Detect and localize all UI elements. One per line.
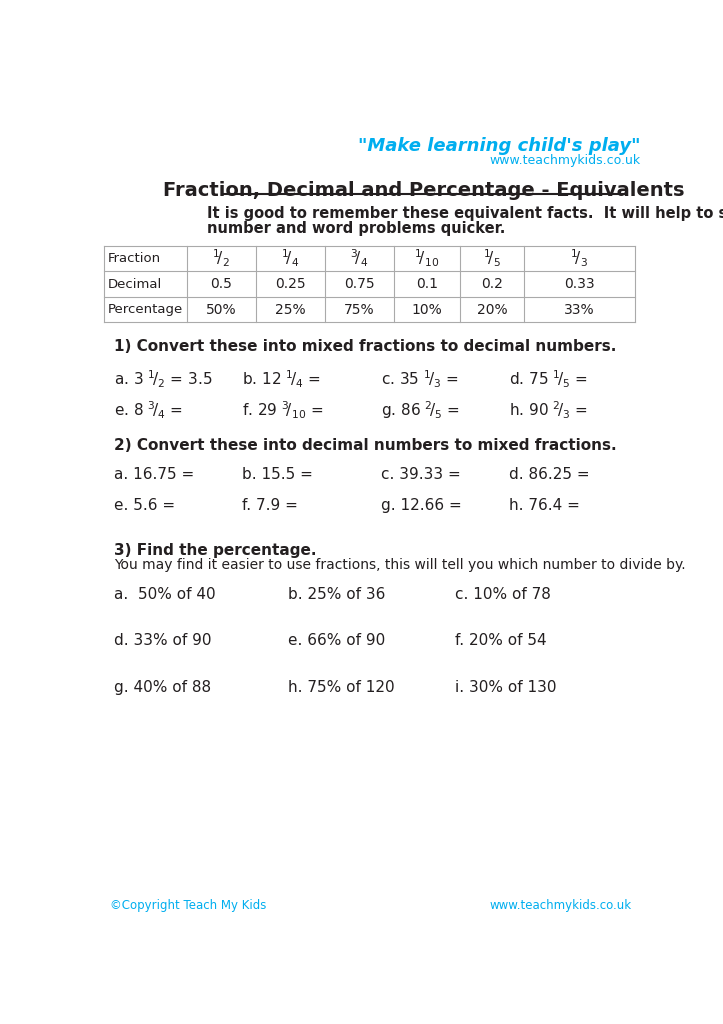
Text: Decimal: Decimal (108, 278, 163, 291)
Text: g. 12.66 =: g. 12.66 = (381, 498, 462, 513)
Text: 50%: 50% (206, 303, 236, 316)
Text: d. 33% of 90: d. 33% of 90 (114, 634, 211, 648)
Text: 33%: 33% (564, 303, 595, 316)
Text: c. 39.33 =: c. 39.33 = (381, 467, 461, 482)
Text: 0.1: 0.1 (416, 278, 438, 291)
Text: number and word problems quicker.: number and word problems quicker. (207, 221, 505, 237)
Text: 1) Convert these into mixed fractions to decimal numbers.: 1) Convert these into mixed fractions to… (114, 339, 616, 354)
Text: $^1\!/_2$: $^1\!/_2$ (212, 248, 230, 269)
Text: e. 8 $^3\!/_4$ =: e. 8 $^3\!/_4$ = (114, 399, 183, 421)
Text: 0.2: 0.2 (481, 278, 502, 291)
Text: 10%: 10% (411, 303, 442, 316)
Text: h. 76.4 =: h. 76.4 = (509, 498, 580, 513)
Text: 20%: 20% (476, 303, 507, 316)
Text: f. 29 $^3\!/_{10}$ =: f. 29 $^3\!/_{10}$ = (241, 399, 322, 421)
Text: Fraction, Decimal and Percentage - Equivalents: Fraction, Decimal and Percentage - Equiv… (163, 180, 685, 200)
Text: d. 86.25 =: d. 86.25 = (509, 467, 589, 482)
Text: a. 16.75 =: a. 16.75 = (114, 467, 194, 482)
Text: d. 75 $^1\!/_5$ =: d. 75 $^1\!/_5$ = (509, 369, 588, 390)
Text: b. 25% of 36: b. 25% of 36 (288, 587, 385, 602)
Text: e. 5.6 =: e. 5.6 = (114, 498, 175, 513)
Text: $^3\!/_4$: $^3\!/_4$ (350, 248, 368, 269)
Text: b. 12 $^1\!/_4$ =: b. 12 $^1\!/_4$ = (241, 369, 320, 390)
Text: a. 3 $^1\!/_2$ = 3.5: a. 3 $^1\!/_2$ = 3.5 (114, 369, 212, 390)
Text: i. 30% of 130: i. 30% of 130 (455, 680, 556, 694)
Text: c. 35 $^1\!/_3$ =: c. 35 $^1\!/_3$ = (381, 369, 459, 390)
Text: You may find it easier to use fractions, this will tell you which number to divi: You may find it easier to use fractions,… (114, 558, 685, 572)
Text: 0.5: 0.5 (210, 278, 232, 291)
Text: g. 40% of 88: g. 40% of 88 (114, 680, 210, 694)
Text: $^1\!/_3$: $^1\!/_3$ (570, 248, 589, 269)
Text: 25%: 25% (275, 303, 305, 316)
Text: $^1\!/_4$: $^1\!/_4$ (281, 248, 299, 269)
Text: 0.25: 0.25 (275, 278, 305, 291)
Text: f. 7.9 =: f. 7.9 = (241, 498, 297, 513)
Text: h. 90 $^2\!/_3$ =: h. 90 $^2\!/_3$ = (509, 399, 588, 421)
Text: 2) Convert these into decimal numbers to mixed fractions.: 2) Convert these into decimal numbers to… (114, 438, 616, 453)
Text: www.teachmykids.co.uk: www.teachmykids.co.uk (489, 154, 641, 167)
Text: g. 86 $^2\!/_5$ =: g. 86 $^2\!/_5$ = (381, 399, 460, 421)
Text: b. 15.5 =: b. 15.5 = (241, 467, 312, 482)
Text: $^1\!/_5$: $^1\!/_5$ (483, 248, 501, 269)
Text: c. 10% of 78: c. 10% of 78 (455, 587, 550, 602)
Text: www.teachmykids.co.uk: www.teachmykids.co.uk (489, 899, 631, 912)
Text: h. 75% of 120: h. 75% of 120 (288, 680, 395, 694)
Text: "Make learning child's play": "Make learning child's play" (358, 137, 641, 155)
Text: Percentage: Percentage (108, 303, 184, 316)
Text: 3) Find the percentage.: 3) Find the percentage. (114, 543, 316, 557)
Text: e. 66% of 90: e. 66% of 90 (288, 634, 385, 648)
Text: ©Copyright Teach My Kids: ©Copyright Teach My Kids (110, 899, 266, 912)
Text: 0.75: 0.75 (344, 278, 375, 291)
Text: a.  50% of 40: a. 50% of 40 (114, 587, 215, 602)
Text: 75%: 75% (344, 303, 375, 316)
Text: Fraction: Fraction (108, 252, 161, 265)
Text: f. 20% of 54: f. 20% of 54 (455, 634, 547, 648)
Text: $^1\!/_{10}$: $^1\!/_{10}$ (414, 248, 440, 269)
Text: It is good to remember these equivalent facts.  It will help to solve some: It is good to remember these equivalent … (207, 206, 723, 221)
Text: 0.33: 0.33 (564, 278, 595, 291)
